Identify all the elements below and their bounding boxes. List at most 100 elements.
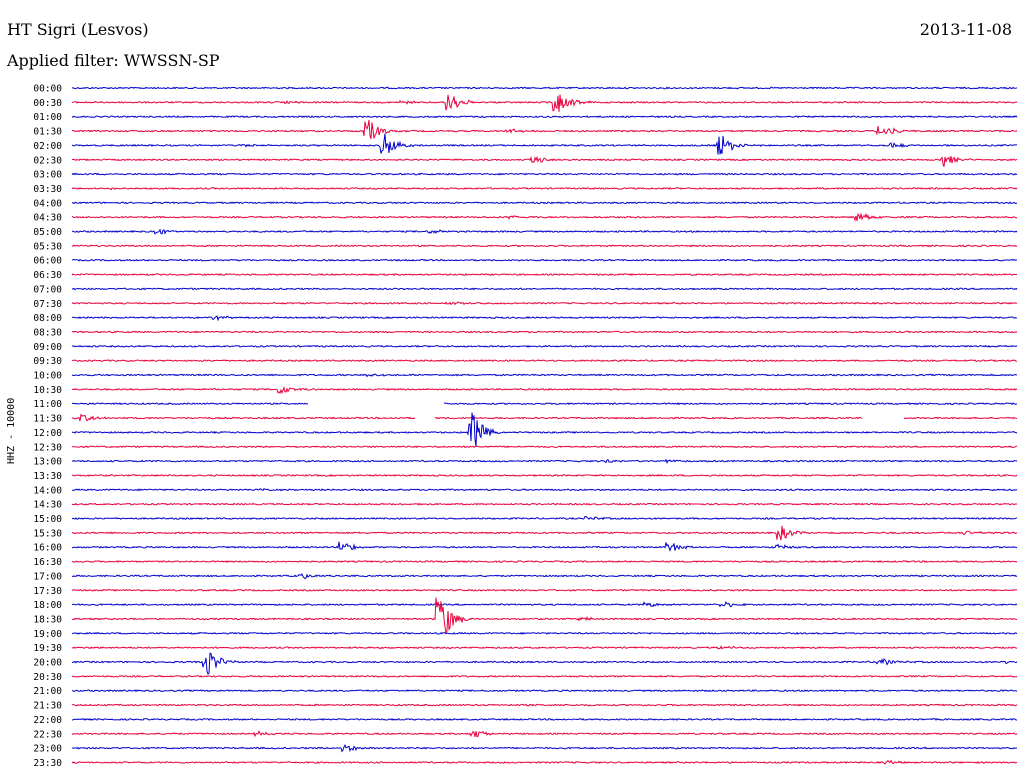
station-title: HT Sigri (Lesvos) (7, 20, 149, 39)
row-time-label: 04:30 (33, 213, 62, 224)
row-time-label: 15:30 (33, 528, 62, 539)
row-time-label: 23:00 (33, 744, 62, 755)
row-time-label: 05:30 (33, 241, 62, 252)
trace-line (71, 474, 1018, 477)
row-time-label: 14:30 (33, 500, 62, 511)
trace-line (71, 186, 1018, 191)
row-time-label: 22:00 (33, 715, 62, 726)
row-time-label: 16:00 (33, 543, 62, 554)
trace-line (71, 588, 1018, 592)
row-time-label: 17:00 (33, 571, 62, 582)
row-time-label: 07:00 (33, 284, 62, 295)
row-time-label: 04:00 (33, 198, 62, 209)
row-time-label: 19:00 (33, 629, 62, 640)
trace-line (71, 502, 1018, 506)
row-time-label: 08:30 (33, 327, 62, 338)
trace-line (71, 525, 1018, 541)
row-time-label: 03:30 (33, 184, 62, 195)
row-time-label: 20:30 (33, 672, 62, 683)
row-time-label: 00:30 (33, 98, 62, 109)
trace-line (71, 560, 1018, 563)
trace-line (71, 488, 1018, 492)
trace-line (71, 652, 1018, 675)
row-time-label: 10:30 (33, 385, 62, 396)
row-time-label: 23:30 (33, 758, 62, 769)
trace-line (71, 413, 1018, 422)
trace-line (71, 402, 1018, 406)
row-time-label: 07:30 (33, 299, 62, 310)
trace-line (71, 386, 1018, 395)
row-time-label: 03:00 (33, 170, 62, 181)
row-time-label: 12:30 (33, 442, 62, 453)
trace-line (71, 541, 1018, 552)
trace-line (71, 515, 1018, 521)
trace-line (71, 133, 1018, 155)
row-time-label: 17:30 (33, 586, 62, 597)
trace-line (71, 689, 1018, 693)
row-time-label: 22:30 (33, 729, 62, 740)
trace-line (72, 744, 1018, 753)
trace-line (71, 730, 1018, 738)
trace-line (71, 597, 1018, 636)
trace-line (71, 258, 1018, 262)
trace-line (71, 645, 1018, 650)
row-time-label: 00:00 (33, 84, 62, 95)
trace-line (71, 631, 1018, 635)
date-label: 2013-11-08 (919, 20, 1012, 39)
row-time-label: 21:30 (33, 701, 62, 712)
row-time-label: 01:00 (33, 112, 62, 123)
row-time-label: 18:30 (33, 614, 62, 625)
row-time-label: 05:00 (33, 227, 62, 238)
row-time-label: 09:30 (33, 356, 62, 367)
trace-line (71, 373, 1018, 378)
row-time-label: 01:30 (33, 127, 62, 138)
row-time-label: 13:00 (33, 457, 62, 468)
trace-line (72, 458, 1018, 465)
trace-line (71, 301, 1018, 306)
row-time-label: 10:00 (33, 371, 62, 382)
row-time-label: 11:00 (33, 399, 62, 410)
row-time-label: 06:30 (33, 270, 62, 281)
trace-line (71, 287, 1018, 291)
trace-line (71, 330, 1018, 334)
trace-line (71, 119, 1018, 140)
trace-line (71, 601, 1018, 608)
row-time-label: 19:30 (33, 643, 62, 654)
row-time-label: 21:00 (33, 686, 62, 697)
row-time-label: 16:30 (33, 557, 62, 568)
row-time-label: 08:00 (33, 313, 62, 324)
trace-line (71, 212, 1018, 222)
trace-line (71, 115, 1018, 119)
row-time-label: 15:00 (33, 514, 62, 525)
trace-line (71, 172, 1018, 176)
row-time-label: 11:30 (33, 414, 62, 425)
trace-line (71, 445, 1018, 449)
trace-line (71, 315, 1018, 322)
row-time-label: 06:00 (33, 256, 62, 267)
trace-line (71, 244, 1018, 248)
row-time-label: 02:00 (33, 141, 62, 152)
trace-line (71, 86, 1018, 90)
trace-line (71, 359, 1018, 363)
row-time-label: 09:00 (33, 342, 62, 353)
trace-line (71, 228, 1018, 235)
row-time-label: 14:00 (33, 485, 62, 496)
trace-line (71, 759, 1018, 765)
row-time-label: 12:00 (33, 428, 62, 439)
trace-line (71, 344, 1018, 348)
trace-line (71, 703, 1018, 707)
row-time-label: 20:00 (33, 658, 62, 669)
row-time-label: 18:00 (33, 600, 62, 611)
trace-line (71, 155, 1018, 167)
trace-line (71, 674, 1018, 678)
trace-line (71, 94, 1018, 112)
row-time-label: 13:30 (33, 471, 62, 482)
filter-label: Applied filter: WWSSN-SP (7, 51, 220, 70)
trace-line (71, 717, 1017, 721)
row-time-label: 02:30 (33, 155, 62, 166)
trace-line (71, 412, 1018, 447)
trace-line (71, 573, 1018, 580)
trace-line (71, 273, 1018, 277)
trace-line (71, 201, 1018, 205)
